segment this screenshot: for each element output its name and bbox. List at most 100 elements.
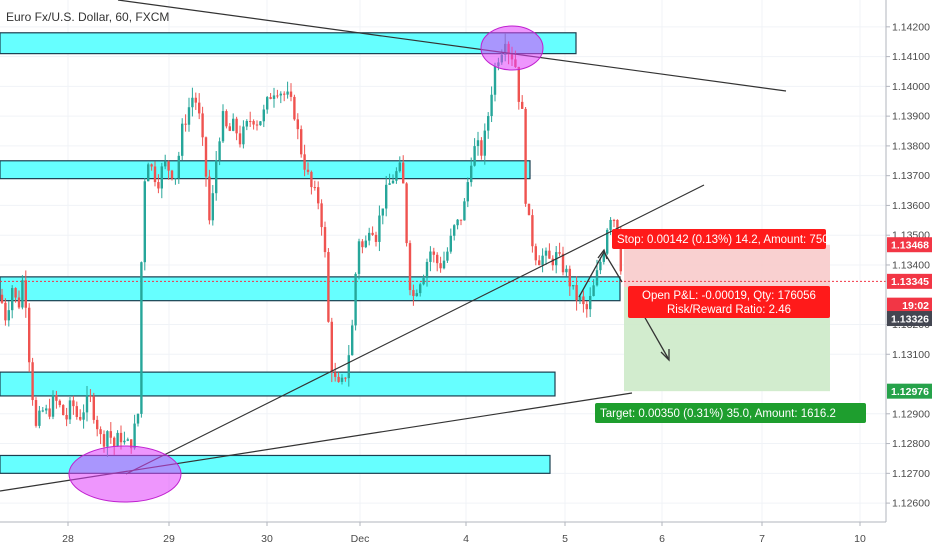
price-badge-1 [887,273,932,289]
candle-body-35 [119,432,123,443]
candle-body-176 [599,261,602,271]
candle-body-155 [527,203,531,216]
candle-body-23 [79,416,82,420]
candle-body-171 [582,296,585,305]
candle-body-22 [75,406,78,417]
candle-body-96 [327,252,330,322]
candle-body-16 [55,395,58,401]
price-tick-12: 1.12800 [892,438,930,450]
zone-2 [0,276,621,302]
candle-body-60 [204,137,208,177]
candle-body-119 [405,183,408,244]
candle-body-142 [483,130,486,156]
candle-body-63 [215,160,218,194]
candle-body-10 [34,400,38,426]
candle-body-115 [391,180,395,184]
candle-body-34 [116,432,119,447]
candle-body-39 [133,423,136,449]
candle-body-134 [456,219,459,226]
candle-body-76 [259,121,262,126]
candle-body-48 [164,161,167,167]
candle-body-0 [0,294,4,303]
price-axis: 1.14200 1.14100 1.14000 1.13900 1.13800 1.137… [885,0,932,522]
candle-body-59 [201,113,204,138]
candle-body-138 [470,165,473,183]
candle-body-79 [269,97,272,99]
candle-body-153 [521,101,524,109]
candle-body-52 [177,155,180,179]
candle-body-78 [266,97,269,110]
candle-body-2 [7,310,10,321]
candle-body-85 [289,91,293,97]
price-badge-4 [887,383,932,399]
candle-body-41 [140,262,143,414]
highlight-ellipse-bottom [68,445,182,503]
price-badge-label-4: 1.12976 [891,386,929,398]
candle-body-47 [160,166,163,189]
candle-body-46 [157,182,160,189]
candle-body-123 [419,284,422,294]
time-axis: 28 29 30 Dec 4 5 6 7 10 [0,521,886,545]
candle-body-53 [181,123,184,156]
trendline-descending [117,0,787,92]
candle-body-122 [415,293,418,296]
candle-body-90 [306,169,310,172]
candle-body-129 [439,263,442,269]
candle-body-67 [228,126,231,131]
candle-body-73 [249,121,252,123]
candle-body-70 [238,133,242,145]
candle-body-54 [184,123,187,125]
candle-body-31 [106,431,109,447]
candle-body-111 [378,215,381,242]
candle-body-38 [130,439,133,449]
candle-body-3 [11,288,14,311]
candle-body-24 [82,412,85,420]
price-tick-1: 1.14100 [892,51,930,63]
candle-body-50 [170,170,174,179]
drawings [0,0,787,503]
candle-body-88 [300,129,303,155]
arrow-down-head [660,349,670,362]
price-tick-5: 1.13700 [892,170,930,182]
candle-body-131 [446,251,449,261]
candle-body-81 [276,95,279,97]
candle-body-127 [432,251,435,255]
candle-body-168 [572,284,575,287]
price-badge-label-1: 1.13345 [891,276,929,288]
candle-body-125 [425,261,429,279]
candle-body-25 [85,395,89,413]
candle-body-13 [45,408,48,411]
candle-body-42 [143,181,146,263]
time-tick-5: 5 [562,533,568,545]
candle-body-80 [272,95,276,99]
candle-body-33 [113,437,116,447]
candle-body-109 [371,232,374,235]
candle-body-66 [225,111,228,127]
candle-body-75 [255,124,259,126]
candle-body-133 [453,225,456,236]
candle-body-173 [589,295,592,310]
candle-body-97 [330,321,333,373]
price-tick-11: 1.12900 [892,408,930,420]
candle-body-72 [245,121,248,127]
candle-body-128 [436,254,439,264]
candle-body-83 [283,93,286,95]
candle-body-5 [17,297,21,308]
price-tick-3: 1.13900 [892,111,930,123]
pnl-label-box [628,286,830,318]
position-tool [0,244,886,392]
candle-body-180 [612,219,616,221]
candle-body-118 [402,162,405,184]
candle-body-19 [65,415,68,420]
candle-body-32 [109,431,112,438]
candle-body-158 [538,260,541,266]
candle-body-132 [449,235,452,252]
candle-body-113 [385,184,388,209]
chart-title: Euro Fx/U.S. Dollar, 60, FXCM [6,10,169,24]
candle-body-145 [493,66,497,95]
candle-body-57 [194,97,197,103]
candle-body-71 [242,126,245,145]
candle-body-161 [548,250,551,259]
candle-body-160 [544,250,548,256]
